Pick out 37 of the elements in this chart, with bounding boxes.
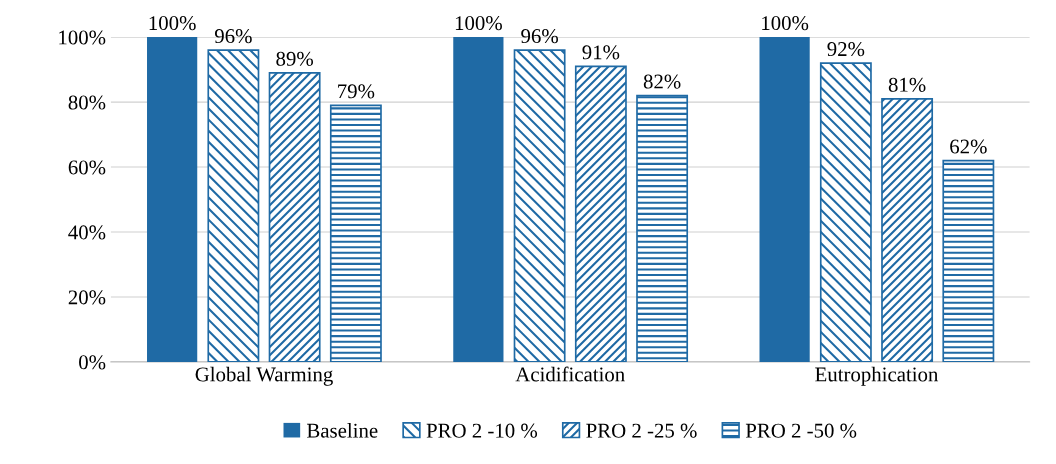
y-tick-label: 0% <box>79 355 106 370</box>
x-tick-label: Acidification <box>515 366 625 382</box>
data-label: 96% <box>521 29 558 44</box>
data-label: 100% <box>149 16 196 31</box>
legend-label: PRO 2 -25 % <box>586 423 697 438</box>
bar <box>513 49 566 362</box>
data-label: 79% <box>338 84 375 99</box>
bar <box>453 37 504 362</box>
bar <box>574 65 627 362</box>
y-tick-label: 60% <box>68 160 106 175</box>
bar <box>819 62 872 362</box>
y-tick-label: 20% <box>68 290 106 305</box>
data-label: 62% <box>950 139 987 154</box>
data-label: 91% <box>582 45 620 60</box>
bar <box>329 104 382 362</box>
data-label: 82% <box>643 74 681 89</box>
y-tick-label: 80% <box>68 95 106 110</box>
y-tick-label: 40% <box>68 225 106 240</box>
bar <box>636 94 689 362</box>
data-label: 100% <box>455 16 502 31</box>
bar <box>942 159 995 362</box>
legend-label: PRO 2 -10 % <box>426 423 538 438</box>
data-label: 96% <box>214 29 252 44</box>
x-tick-label: Global Warming <box>195 366 333 386</box>
y-tick-label: 100% <box>59 30 106 45</box>
x-tick-label: Eutrophication <box>815 366 939 386</box>
bar <box>147 37 198 362</box>
bar <box>268 72 321 362</box>
data-label: 81% <box>888 77 926 92</box>
data-label: 89% <box>276 51 314 66</box>
bar <box>759 37 810 362</box>
data-label: 100% <box>762 16 809 31</box>
bar <box>881 97 934 362</box>
legend-label: PRO 2 -50 % <box>745 423 857 438</box>
bar <box>207 49 260 362</box>
data-label: 92% <box>827 42 865 57</box>
legend-label: Baseline <box>307 423 378 438</box>
